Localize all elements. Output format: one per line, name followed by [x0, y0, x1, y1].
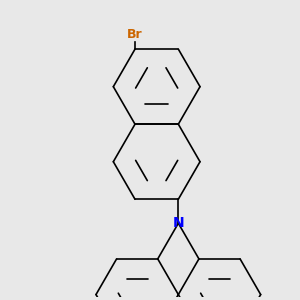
Text: Br: Br — [127, 28, 143, 41]
Text: N: N — [172, 216, 184, 230]
